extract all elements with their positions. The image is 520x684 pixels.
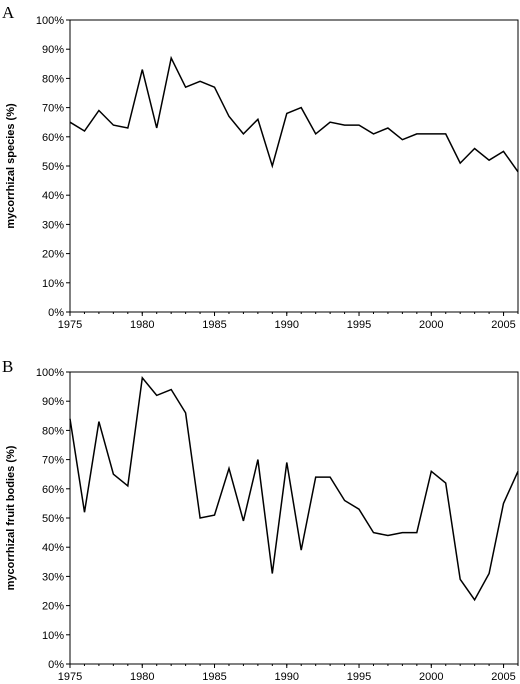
series-line <box>69 55 519 173</box>
y-tick-label: 30% <box>42 571 64 583</box>
y-tick-label: 10% <box>42 630 64 642</box>
series-line <box>69 375 519 602</box>
y-tick-label: 60% <box>42 132 64 144</box>
x-tick-label: 1990 <box>275 671 299 683</box>
y-tick-label: 40% <box>42 542 64 554</box>
y-axis-title: mycorrhizal species (%) <box>5 103 17 229</box>
x-tick-label: 2000 <box>419 319 443 331</box>
y-tick-label: 90% <box>42 396 64 408</box>
y-tick-label: 70% <box>42 455 64 467</box>
x-tick-label: 2005 <box>491 671 515 683</box>
y-tick-label: 20% <box>42 249 64 261</box>
x-tick-label: 1995 <box>347 671 371 683</box>
y-tick-label: 100% <box>36 15 64 27</box>
y-tick-label: 30% <box>42 219 64 231</box>
y-tick-label: 50% <box>42 161 64 173</box>
y-tick-label: 90% <box>42 44 64 56</box>
y-tick-label: 20% <box>42 601 64 613</box>
y-tick-label: 0% <box>48 307 64 319</box>
panel-letter: A <box>2 3 15 22</box>
y-tick-label: 70% <box>42 103 64 115</box>
x-tick-label: 1990 <box>275 319 299 331</box>
y-tick-label: 10% <box>42 278 64 290</box>
y-tick-label: 40% <box>42 190 64 202</box>
plot-area-frame <box>69 19 519 313</box>
y-tick-label: 80% <box>42 425 64 437</box>
y-tick-label: 100% <box>36 367 64 379</box>
y-tick-label: 50% <box>42 513 64 525</box>
x-tick-label: 1985 <box>202 319 226 331</box>
chart-panel-a: A 0% 10% 20% 30% 40% 50% 60% 70% 80% 90% 100% 1975 19… <box>2 3 519 331</box>
x-tick-label: 2005 <box>491 319 515 331</box>
x-tick-label: 1975 <box>58 319 82 331</box>
x-tick-label: 1995 <box>347 319 371 331</box>
y-tick-label: 80% <box>42 73 64 85</box>
x-tick-label: 1985 <box>202 671 226 683</box>
x-tick-label: 1980 <box>130 671 154 683</box>
y-axis-title: mycorrhizal fruit bodies (%) <box>5 445 17 590</box>
x-tick-label: 1980 <box>130 319 154 331</box>
x-tick-label: 2000 <box>419 671 443 683</box>
y-tick-label: 0% <box>48 659 64 671</box>
panel-letter: B <box>2 357 13 376</box>
y-tick-label: 60% <box>42 484 64 496</box>
chart-panel-b: B 0% 10% 20% 30% 40% 50% 60% 70% 80% 90% 100% 1975 19… <box>2 357 519 683</box>
x-tick-label: 1975 <box>58 671 82 683</box>
